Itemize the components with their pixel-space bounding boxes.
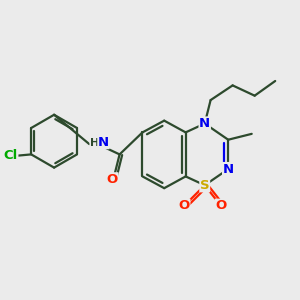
Text: O: O (178, 199, 190, 212)
Text: N: N (199, 117, 210, 130)
Text: Cl: Cl (4, 149, 18, 162)
Text: O: O (106, 173, 118, 186)
Text: N: N (223, 163, 234, 176)
Text: H: H (90, 138, 99, 148)
Text: N: N (98, 136, 109, 148)
Text: S: S (200, 179, 209, 192)
Text: O: O (215, 199, 226, 212)
